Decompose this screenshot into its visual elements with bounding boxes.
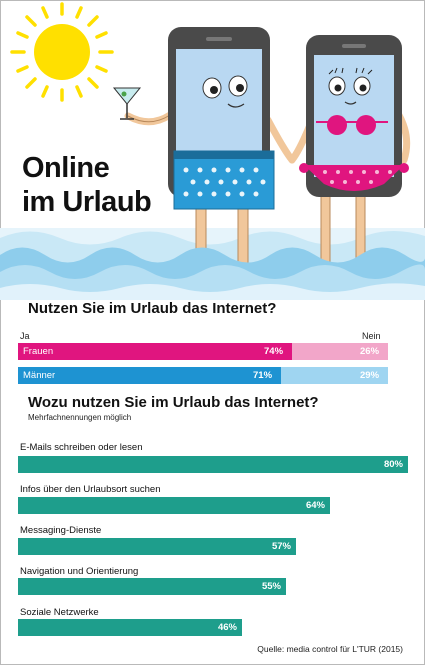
value-label: 80% bbox=[383, 459, 403, 470]
value-label: 55% bbox=[261, 581, 281, 592]
usage-bar: 64% bbox=[18, 497, 330, 514]
bar-segment-nein bbox=[281, 367, 388, 384]
label-ja: Ja bbox=[20, 331, 30, 341]
category-label: Frauen bbox=[23, 346, 54, 357]
usage-bar: 57% bbox=[18, 538, 296, 555]
value-label-nein: 29% bbox=[360, 370, 380, 381]
bikini bbox=[299, 115, 409, 191]
usage-bar: 80% bbox=[18, 456, 408, 473]
label-nein: Nein bbox=[362, 331, 381, 341]
source-note: Quelle: media control für L'TUR (2015) bbox=[257, 644, 403, 654]
value-label: 64% bbox=[305, 500, 325, 511]
stacked-bar-row: Männer 71% 29% bbox=[18, 367, 388, 384]
value-label-ja: 71% bbox=[253, 370, 273, 381]
title-line-1: Online bbox=[22, 152, 110, 184]
beach-illustration bbox=[0, 2, 425, 300]
category-label: E-Mails schreiben oder lesen bbox=[20, 442, 143, 453]
cocktail-glass-icon bbox=[112, 87, 142, 120]
bar-segment-nein bbox=[292, 343, 388, 360]
category-label: Messaging-Dienste bbox=[20, 525, 102, 536]
swim-trunks bbox=[173, 150, 275, 210]
usage-bar: 46% bbox=[18, 619, 242, 636]
bar-segment-ja bbox=[18, 367, 281, 384]
question-2-note: Mehrfachnennungen möglich bbox=[28, 413, 132, 422]
category-label: Soziale Netzwerke bbox=[20, 607, 99, 618]
category-label: Infos über den Urlaubsort suchen bbox=[20, 484, 161, 495]
stacked-bar-row: Frauen 74% 26% bbox=[18, 343, 388, 360]
question-1: Nutzen Sie im Urlaub das Internet? bbox=[28, 300, 277, 317]
bar-segment-ja bbox=[18, 343, 292, 360]
sun-icon bbox=[10, 2, 114, 102]
value-label-ja: 74% bbox=[264, 346, 284, 357]
category-label: Navigation und Orientierung bbox=[20, 566, 139, 577]
question-2: Wozu nutzen Sie im Urlaub das Internet? bbox=[28, 394, 319, 411]
category-label: Männer bbox=[23, 370, 56, 381]
usage-bar: 55% bbox=[18, 578, 286, 595]
value-label: 57% bbox=[271, 541, 291, 552]
value-label: 46% bbox=[217, 622, 237, 633]
value-label-nein: 26% bbox=[360, 346, 380, 357]
title-line-2: im Urlaub bbox=[22, 186, 152, 218]
